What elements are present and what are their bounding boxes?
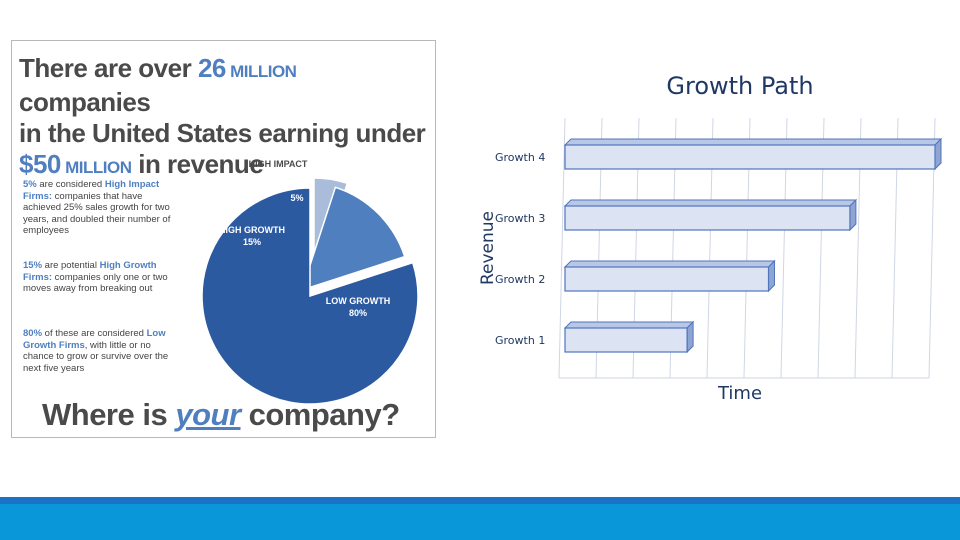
question-text: company? — [240, 397, 401, 432]
note-text: companies that have achieved 25% sales g… — [23, 190, 171, 237]
headline-unit: MILLION — [225, 62, 297, 81]
note-pct: 80% — [23, 328, 43, 339]
chart-title: Growth Path — [666, 72, 814, 100]
pie-chart — [201, 177, 419, 405]
pie-label-low-growth: LOW GROWTH 80% — [318, 295, 398, 319]
headline-text: companies — [19, 87, 151, 117]
question-emphasis: your — [175, 397, 241, 432]
gridline — [632, 117, 640, 379]
headline-text: in the United States earning under — [19, 118, 426, 148]
infographic-headline: There are over 26 MILLION companies in t… — [19, 53, 429, 183]
bar-label: Growth 4 — [495, 151, 545, 164]
bar-label: Growth 3 — [495, 212, 545, 225]
infographic-panel: There are over 26 MILLION companies in t… — [11, 40, 436, 438]
pie-label-name: HIGH IMPACT — [248, 159, 308, 169]
x-axis-label: Time — [717, 383, 763, 404]
note-name: High Impact Firms: — [23, 179, 160, 202]
note-high-growth: 15% are potential High Growth Firms: com… — [23, 260, 183, 295]
bar-growth-4 — [563, 137, 943, 171]
gridline — [743, 117, 751, 379]
pie-value-high-impact: 5% — [282, 192, 312, 204]
bar-growth-3 — [563, 198, 858, 232]
note-pct: 15% — [23, 260, 43, 271]
pie-slice-low-growth — [201, 187, 419, 405]
pie-label-value: 5% — [290, 193, 304, 203]
gridline — [669, 117, 677, 379]
headline-text: There are over — [19, 53, 198, 83]
chart-gridlines — [558, 117, 936, 379]
gridline — [558, 117, 566, 379]
gridline — [595, 117, 603, 379]
footer-band — [0, 504, 960, 540]
bar-label: Growth 2 — [495, 273, 545, 286]
note-text: are considered — [36, 179, 105, 190]
pie-label-name: LOW GROWTH — [325, 296, 391, 306]
pie-label-name: HIGH GROWTH — [219, 225, 285, 235]
note-text: are potential — [42, 260, 100, 271]
note-name: High Growth Firms: — [23, 260, 157, 283]
pie-label-high-impact: HIGH IMPACT — [238, 158, 318, 170]
pie-label-high-growth: HIGH GROWTH 15% — [212, 224, 292, 248]
gridline — [817, 117, 825, 379]
gridline — [928, 117, 936, 379]
headline-text: in revenue — [131, 149, 264, 179]
headline-unit: MILLION — [60, 158, 132, 177]
infographic-question: Where is your company? — [42, 397, 422, 433]
bar-growth-1 — [563, 320, 695, 354]
note-name: Low Growth Firms — [23, 328, 166, 351]
pie-slice-high-growth — [300, 186, 406, 292]
note-text: of these are considered — [42, 328, 147, 339]
headline-number: 26 — [197, 53, 226, 83]
gridline — [891, 117, 899, 379]
note-text: , with little or no chance to grow or su… — [23, 339, 169, 374]
bar-label: Growth 1 — [495, 334, 545, 347]
gridline — [706, 117, 714, 379]
gridline — [780, 117, 788, 379]
note-low-growth: 80% of these are considered Low Growth F… — [23, 328, 183, 374]
note-high-impact: 5% are considered High Impact Firms: com… — [23, 179, 183, 237]
pie-label-value: 80% — [348, 308, 367, 318]
footer-strip — [0, 497, 960, 504]
bar-growth-2 — [563, 259, 776, 293]
headline-number: $50 — [19, 149, 61, 179]
gridline — [854, 117, 862, 379]
question-text: Where is — [42, 397, 176, 432]
note-pct: 5% — [23, 179, 37, 190]
note-text: companies only one or two moves away fro… — [23, 271, 168, 295]
y-axis-label: Revenue — [478, 210, 498, 286]
pie-label-value: 15% — [242, 237, 261, 247]
